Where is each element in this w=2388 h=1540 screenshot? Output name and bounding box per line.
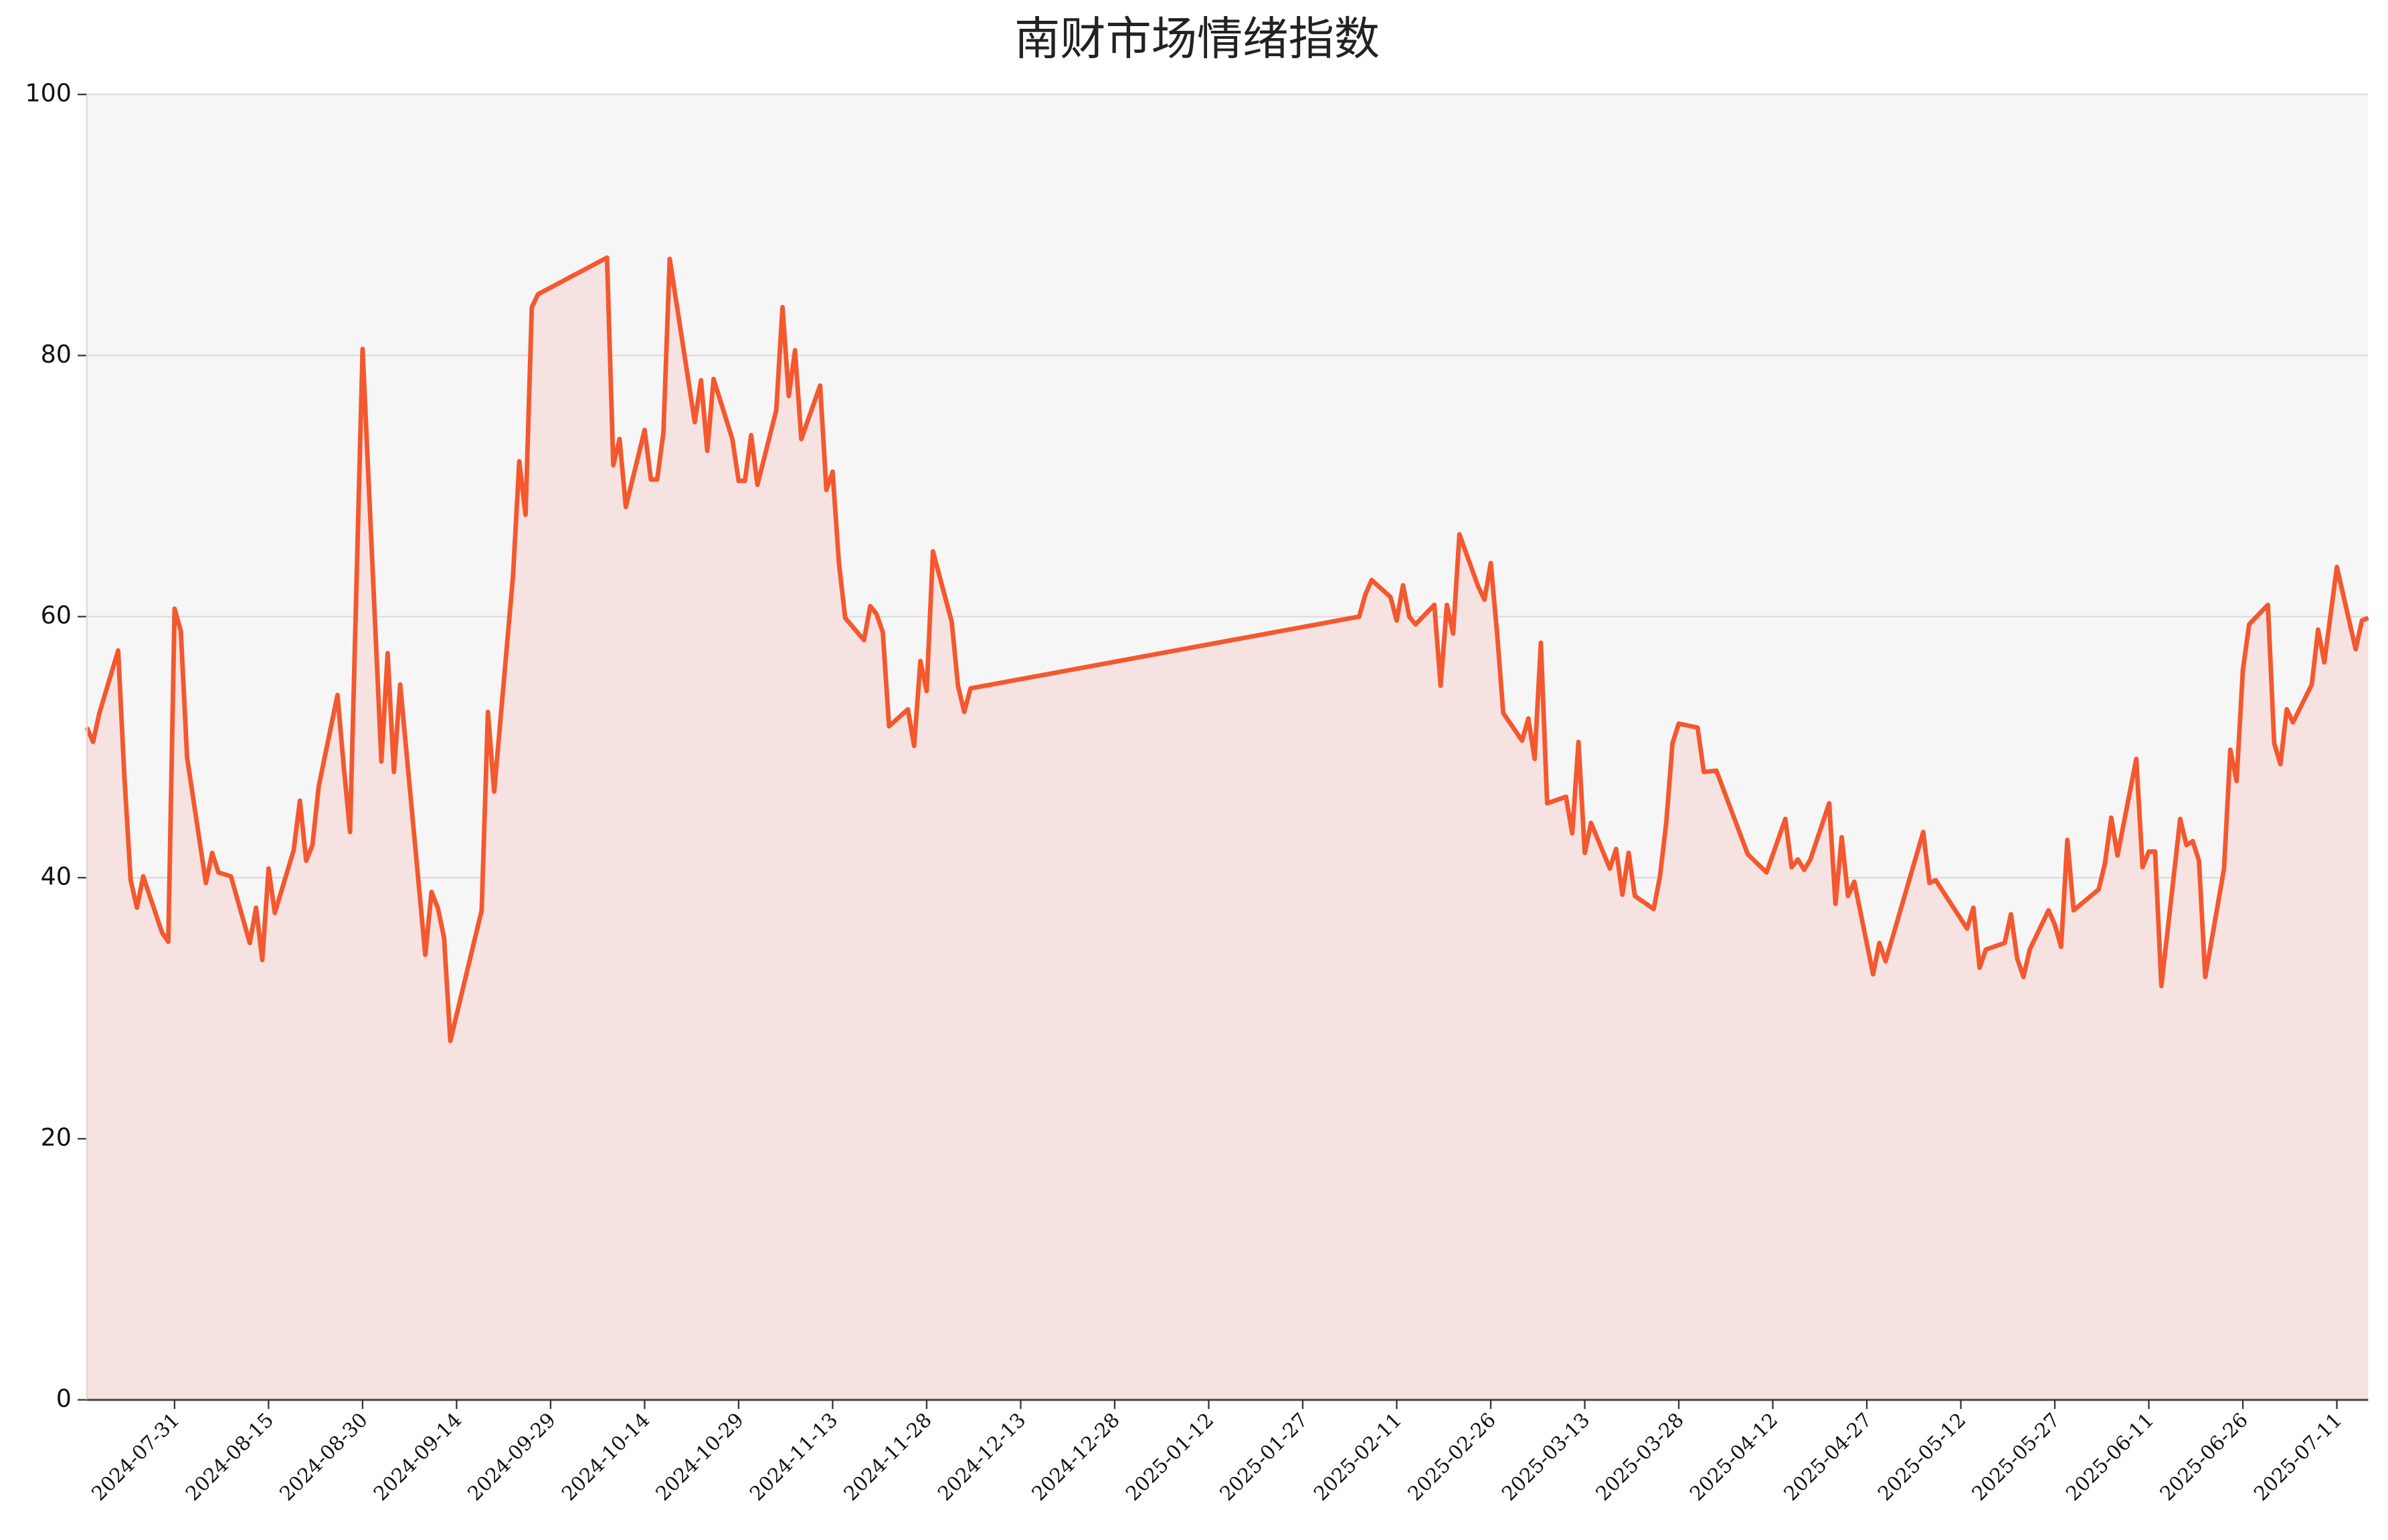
x-tick-label: 2024-11-28 (839, 1408, 936, 1505)
x-tick-label: 2025-03-13 (1497, 1408, 1594, 1505)
x-tick-label: 2025-04-12 (1685, 1408, 1782, 1505)
y-tick-label: 20 (41, 1123, 72, 1152)
x-tick-label: 2024-11-13 (745, 1408, 842, 1505)
y-tick-label: 80 (41, 340, 72, 369)
x-tick-label: 2025-02-11 (1309, 1408, 1406, 1505)
x-tick-label: 2024-08-30 (275, 1408, 372, 1505)
x-tick-label: 2025-07-11 (2249, 1408, 2347, 1505)
y-tick-label: 40 (41, 862, 72, 890)
x-tick-label: 2024-12-13 (933, 1408, 1030, 1505)
x-tick-label: 2024-10-14 (557, 1408, 654, 1505)
x-tick-label: 2024-10-29 (651, 1408, 748, 1505)
x-tick-label: 2024-09-14 (369, 1408, 466, 1505)
y-tick-label: 60 (41, 601, 72, 630)
x-tick-label: 2024-08-15 (181, 1408, 278, 1505)
x-tick-label: 2025-06-11 (2061, 1408, 2159, 1505)
x-tick-label: 2025-06-26 (2156, 1408, 2253, 1505)
x-tick-label: 2025-05-27 (1967, 1408, 2064, 1505)
x-tick-label: 2024-07-31 (87, 1408, 184, 1505)
y-tick-label: 0 (56, 1384, 72, 1413)
chart-title: 南财市场情绪指数 (1014, 13, 1380, 66)
x-tick-label: 2025-01-12 (1121, 1408, 1218, 1505)
x-tick-label: 2025-05-12 (1873, 1408, 1970, 1505)
x-tick-label: 2025-02-26 (1403, 1408, 1500, 1505)
x-tick-label: 2024-12-28 (1027, 1408, 1124, 1505)
x-tick-label: 2025-04-27 (1779, 1408, 1876, 1505)
x-tick-label: 2025-03-28 (1591, 1408, 1688, 1505)
x-tick-label: 2024-09-29 (463, 1408, 560, 1505)
area (86, 258, 2369, 1400)
x-tick-label: 2025-01-27 (1215, 1408, 1312, 1505)
y-tick-label: 100 (25, 79, 71, 108)
line (84, 255, 2369, 1044)
